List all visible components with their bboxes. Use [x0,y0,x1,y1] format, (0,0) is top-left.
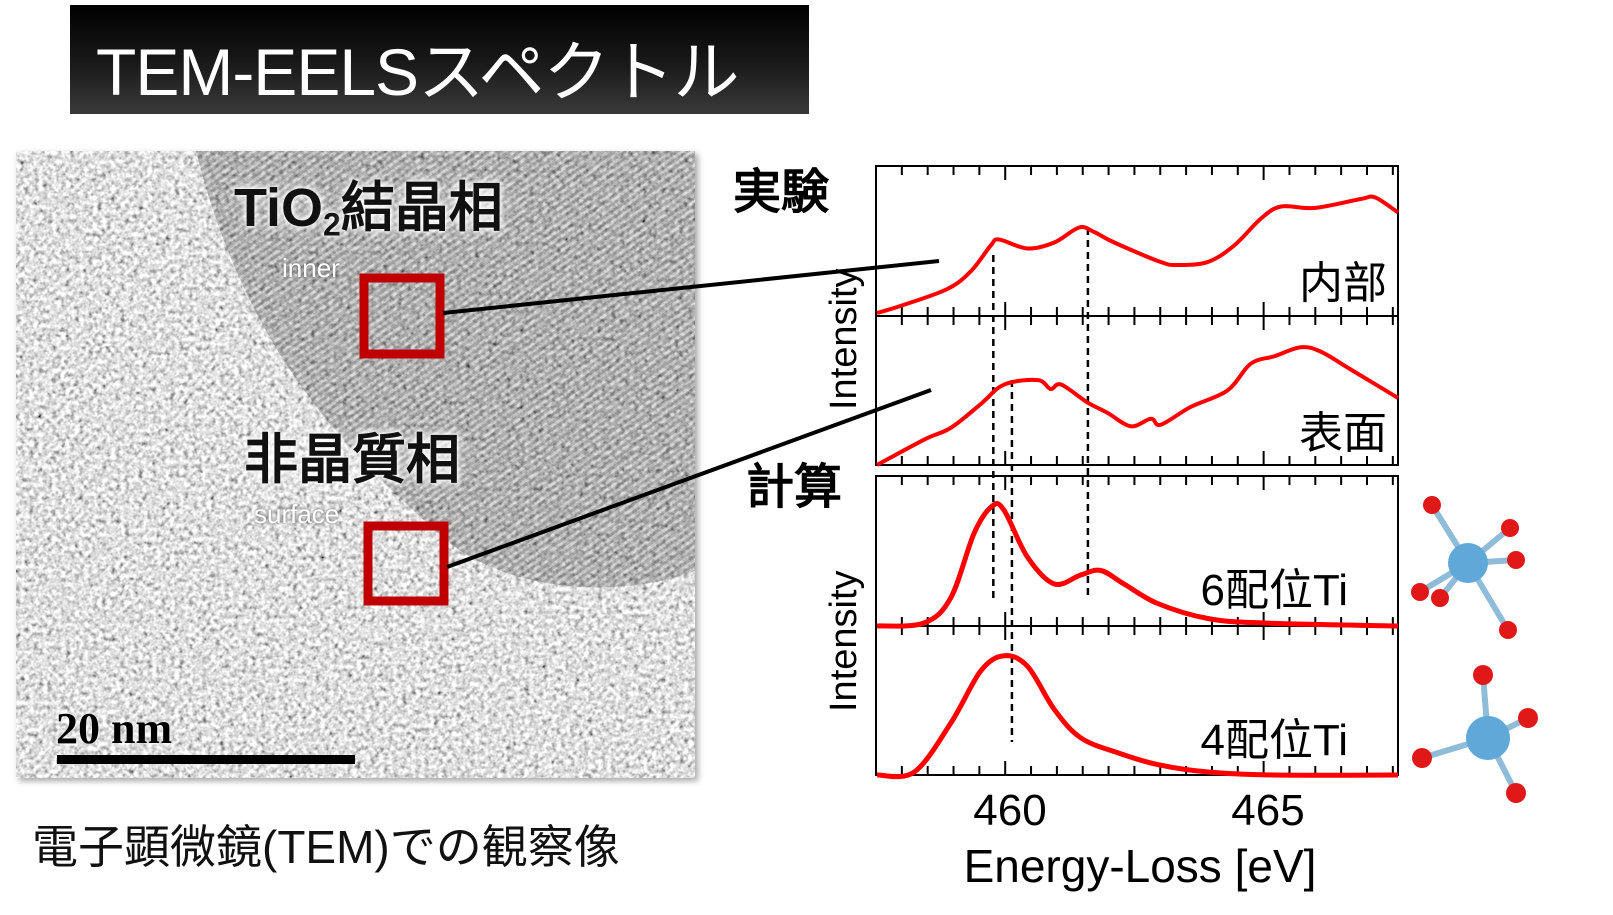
series-label-4-coord: 4配位Ti [1201,716,1349,765]
series-label-surface: 表面 [1299,409,1387,458]
inner-connector-line [442,259,940,315]
experiment-label: 実験 [733,166,830,219]
series-label-6-coord: 6配位Ti [1201,566,1349,615]
octahedral-ti-model [1411,496,1525,639]
amorphous-phase-label: 非晶質相 [244,430,460,490]
x-tick-label-465: 465 [1231,786,1304,835]
scale-bar-label: 20 nm [56,704,173,753]
x-tick-label-460: 460 [973,786,1046,835]
tem-caption: 電子顕微鏡(TEM)での観察像 [32,821,620,873]
y-axis-label-calculation: Intensity [823,570,865,712]
eels-plot [875,165,1400,780]
slide-title: TEM-EELSスペクトル [96,35,739,109]
surface-connector-line [446,388,932,569]
title-bar: TEM-EELSスペクトル [70,5,809,114]
tem-micrograph: TiO2結晶相 inner 非晶質相 surface 20 nm [16,151,695,778]
inner-label: inner [282,253,340,283]
spectrum-line-3 [876,501,1399,629]
x-axis-label: Energy-Loss [eV] [964,840,1317,892]
calculation-label: 計算 [746,461,842,514]
scale-bar [57,755,355,764]
surface-roi-box [363,521,449,606]
series-label-inner: 内部 [1299,259,1387,308]
spectrum-line-1 [876,194,1400,315]
spectrum-line-2 [876,345,1400,467]
tem-texture [16,151,695,778]
crystal-phase-label: TiO2結晶相 [234,178,503,243]
spectrum-line-4 [876,653,1399,780]
surface-label: surface [254,499,340,529]
inner-roi-box [359,273,445,359]
tetrahedral-ti-model [1412,665,1538,803]
y-axis-label-experiment: Intensity [823,268,865,410]
